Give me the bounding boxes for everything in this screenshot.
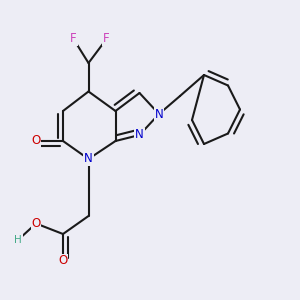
Text: F: F <box>103 32 110 46</box>
Text: N: N <box>135 128 144 142</box>
Text: N: N <box>84 152 93 166</box>
Text: O: O <box>32 217 40 230</box>
Text: O: O <box>32 134 40 148</box>
Text: O: O <box>58 254 68 268</box>
Text: N: N <box>154 107 164 121</box>
Text: F: F <box>70 32 77 46</box>
Text: H: H <box>14 235 22 245</box>
